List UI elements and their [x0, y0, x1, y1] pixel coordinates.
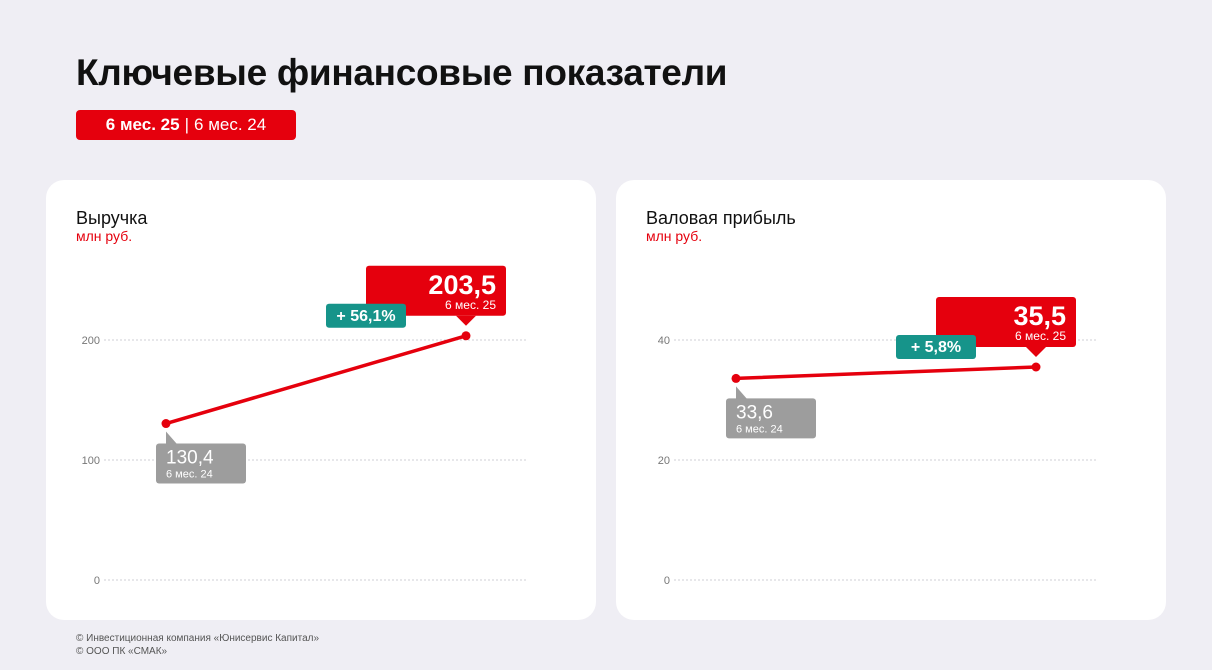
y-tick-label: 200	[82, 335, 100, 347]
gross-profit-chart: 0 20 40 33,66 мес. 24 35,56 мес. 25 + 5,8%	[658, 297, 1098, 587]
period-previous: 6 мес. 24	[194, 115, 267, 134]
data-label-current: 35,5	[1013, 301, 1066, 331]
current-value-callout	[366, 265, 506, 316]
y-tick-label: 0	[94, 575, 100, 587]
previous-value-callout	[156, 443, 246, 484]
y-tick-label: 20	[658, 455, 670, 467]
period-current: 6 мес. 25	[105, 115, 180, 134]
footer-line-2: © ООО ПК «СМАК»	[76, 646, 168, 657]
data-label-current: 203,5	[428, 270, 496, 300]
y-tick-label: 40	[658, 335, 670, 347]
data-label-previous: 33,6	[736, 402, 773, 423]
data-label-current-period: 6 мес. 25	[1015, 329, 1066, 343]
data-label-current-period: 6 мес. 25	[445, 298, 496, 312]
series-line	[734, 365, 1038, 381]
revenue-chart-title: Выручка	[76, 208, 148, 228]
data-point	[1031, 362, 1041, 372]
growth-label: + 56,1%	[336, 308, 395, 325]
data-point	[161, 419, 171, 429]
footer-line-1: © Инвестиционная компания «Юнисервис Кап…	[76, 633, 320, 644]
revenue-chart-card: Выручка млн руб. 0 100 200 130,4 6 мес. 24 20…	[46, 180, 596, 620]
data-label-previous-period: 6 мес. 24	[736, 423, 783, 435]
period-badge: 6 мес. 25 | 6 мес. 24	[76, 110, 296, 140]
data-label-previous-period: 6 мес. 24	[166, 469, 213, 481]
gross-profit-chart-title: Валовая прибыль	[646, 208, 796, 228]
y-tick-label: 0	[664, 575, 670, 587]
callout-pointer	[456, 315, 476, 326]
callout-pointer	[1026, 347, 1046, 357]
y-tick-label: 100	[82, 455, 100, 467]
data-point	[461, 331, 471, 341]
gross-profit-chart-unit: млн руб.	[646, 228, 703, 244]
previous-value-callout	[726, 398, 816, 439]
period-separator: |	[184, 115, 190, 134]
revenue-chart-unit: млн руб.	[76, 228, 133, 244]
current-value-callout	[936, 297, 1076, 347]
revenue-chart: 0 100 200 130,46 мес. 24 203,56 мес. 25 + 56,…	[82, 265, 528, 587]
data-label-previous: 130,4	[166, 448, 214, 469]
growth-badge	[326, 303, 406, 328]
footer: © Инвестиционная компания «Юнисервис Кап…	[76, 632, 319, 658]
growth-label: + 5,8%	[911, 339, 961, 356]
growth-badge	[896, 335, 976, 359]
gross-profit-chart-card: Валовая прибыль млн руб. 0 20 40 33,6 6 мес.…	[616, 180, 1166, 620]
series-line	[164, 334, 468, 426]
page-title: Ключевые финансовые показатели	[76, 52, 728, 93]
data-point	[731, 373, 741, 383]
